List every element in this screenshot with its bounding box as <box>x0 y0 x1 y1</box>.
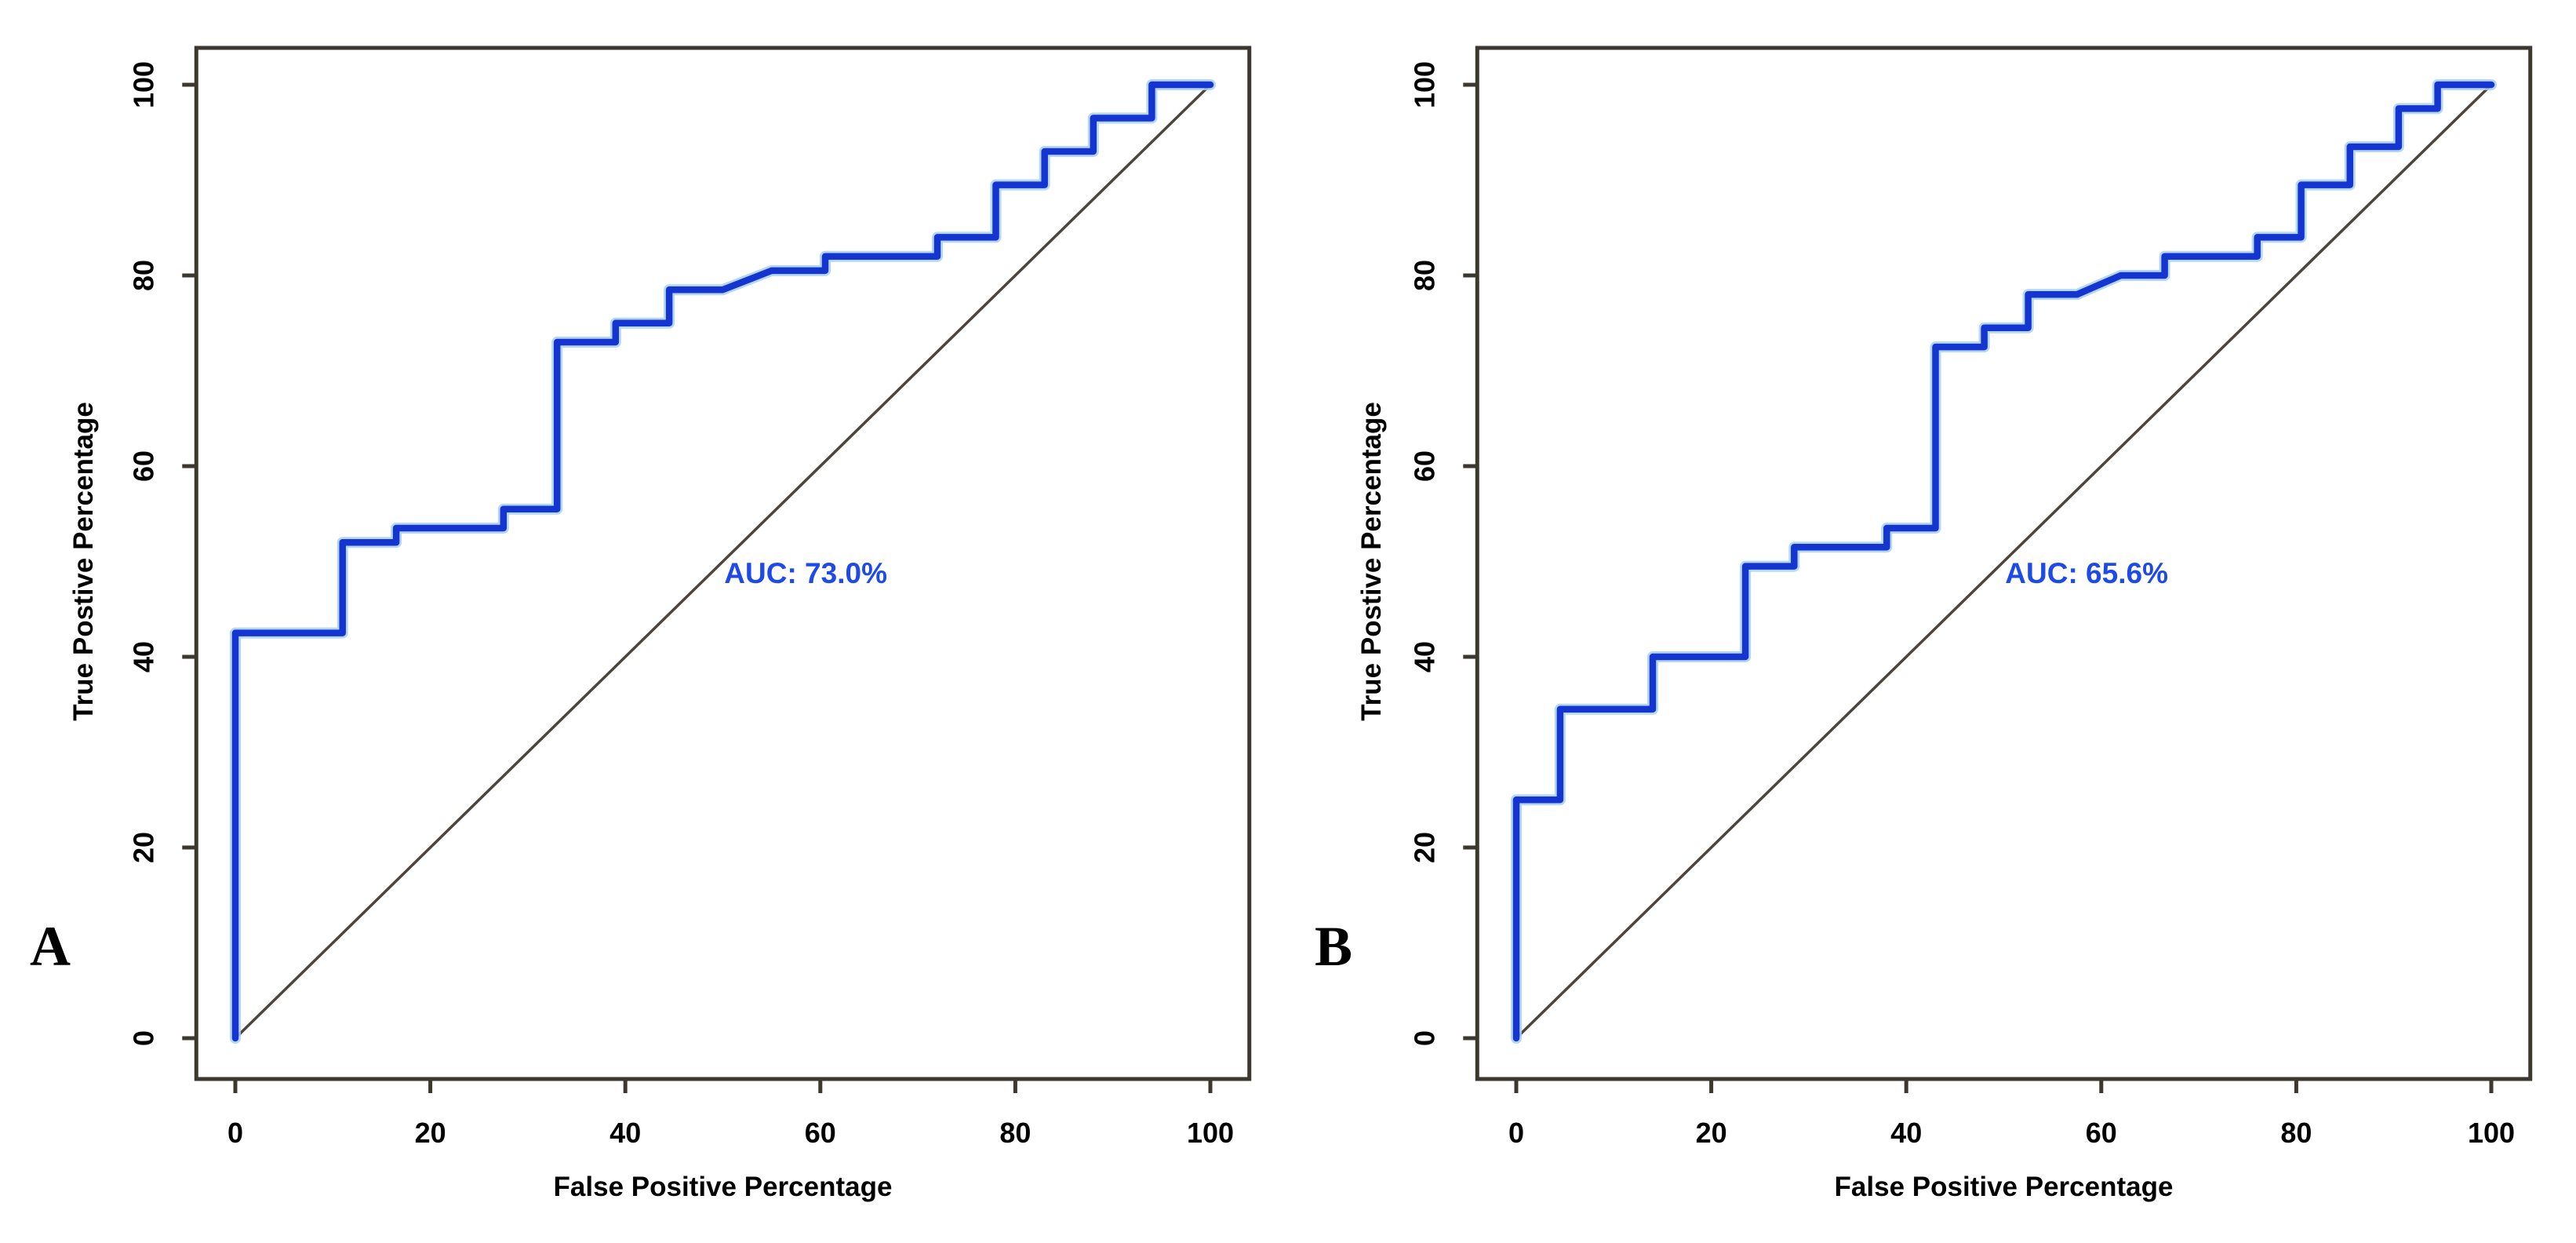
y-axis-tick-label: 40 <box>1408 641 1440 673</box>
x-axis-tick-label: 40 <box>609 1117 641 1149</box>
roc-panel-B: 0 20 40 60 80 100 0 20 40 60 80 100 AUC: 65.6% False … <box>1288 0 2576 1243</box>
y-axis-tick-label: 80 <box>1408 260 1440 291</box>
y-axis-tick-label: 20 <box>127 832 159 863</box>
roc-chart-A: 0 20 40 60 80 100 0 20 40 60 80 100 AUC: 73.0% False … <box>30 46 1252 1202</box>
y-axis-title: True Postive Percentage <box>1356 402 1387 721</box>
auc-annotation: AUC: 73.0% <box>724 557 887 589</box>
x-axis-tick-label: 60 <box>805 1117 836 1149</box>
x-axis-tick-label: 80 <box>2280 1117 2312 1149</box>
roc-curve <box>1512 81 2495 1042</box>
x-axis-tick-label: 0 <box>227 1117 243 1149</box>
y-axis-tick-label: 100 <box>1408 61 1440 108</box>
x-axis-tick-label: 20 <box>1696 1117 1727 1149</box>
x-axis-tick-label: 40 <box>1890 1117 1922 1149</box>
y-axis-tick-label: 0 <box>127 1030 159 1046</box>
auc-annotation: AUC: 65.6% <box>2005 557 2168 589</box>
chance-diagonal-line <box>1515 83 2493 1040</box>
x-axis-tick-label: 100 <box>2468 1117 2515 1149</box>
panel-letter: B <box>1315 915 1352 978</box>
chance-diagonal-line <box>234 83 1212 1040</box>
y-axis-tick-label: 40 <box>127 641 159 673</box>
y-axis-title: True Postive Percentage <box>68 402 99 721</box>
panel-letter: A <box>30 915 71 978</box>
plot-box <box>194 46 1252 1081</box>
x-axis-tick-label: 0 <box>1508 1117 1524 1149</box>
y-axis-tick-label: 60 <box>127 450 159 482</box>
x-axis-tick-label: 100 <box>1187 1117 1234 1149</box>
roc-curve <box>231 81 1214 1042</box>
y-axis-tick-label: 60 <box>1408 450 1440 482</box>
x-axis-tick-label: 20 <box>415 1117 446 1149</box>
x-axis-title: False Positive Percentage <box>554 1172 893 1202</box>
x-axis-title: False Positive Percentage <box>1835 1172 2174 1202</box>
x-axis-tick-label: 80 <box>999 1117 1031 1149</box>
plot-box <box>1475 46 2533 1081</box>
x-axis-tick-label: 60 <box>2086 1117 2117 1149</box>
roc-panel-A: 0 20 40 60 80 100 0 20 40 60 80 100 AUC: 73.0% False … <box>30 46 1252 1202</box>
roc-chart-B: 0 20 40 60 80 100 0 20 40 60 80 100 AUC: 65.6% False … <box>1315 46 2533 1202</box>
y-axis-tick-label: 0 <box>1408 1030 1440 1046</box>
y-axis-tick-label: 100 <box>127 61 159 108</box>
y-axis-tick-label: 80 <box>127 260 159 291</box>
y-axis-tick-label: 20 <box>1408 832 1440 863</box>
